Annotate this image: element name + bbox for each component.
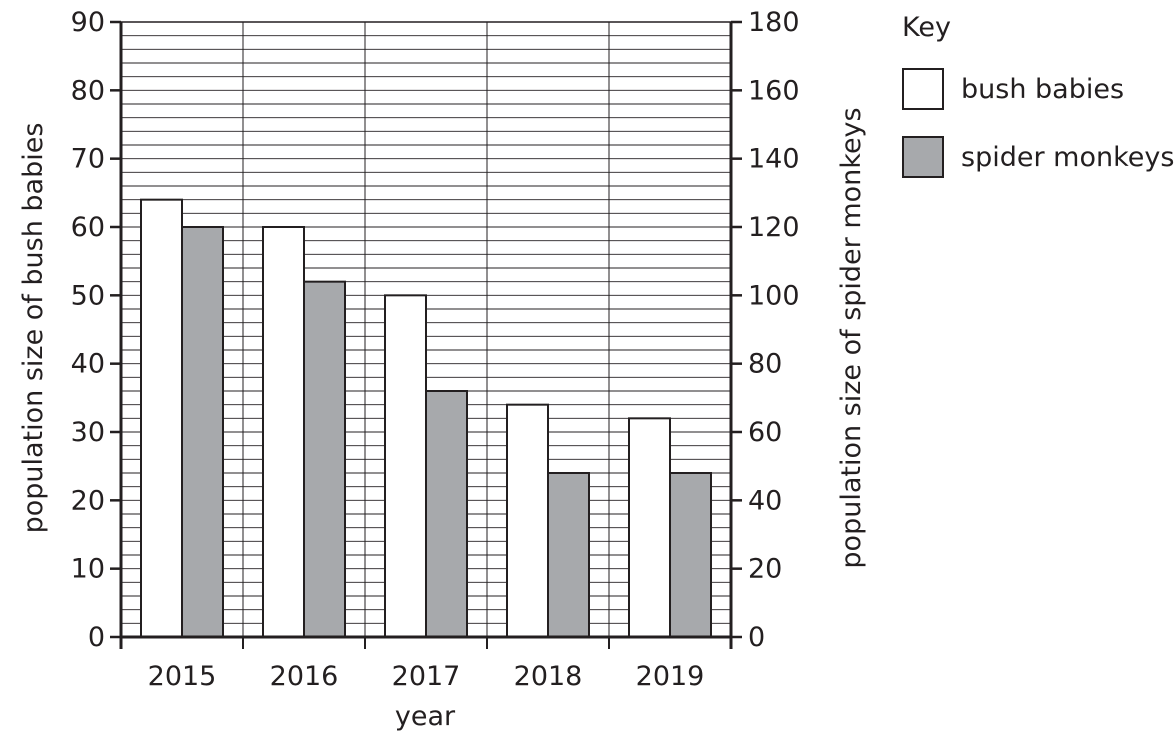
- right-tick-label: 0: [748, 622, 765, 653]
- left-tick-label: 50: [71, 280, 105, 311]
- left-tick-label: 80: [71, 75, 105, 106]
- legend: Key bush babies spider monkeys: [902, 12, 1174, 178]
- x-tick-label: 2018: [514, 661, 583, 692]
- x-axis-ticks: 2015 2016 2017 2018 2019: [148, 637, 705, 692]
- left-tick-label: 30: [71, 417, 105, 448]
- left-tick-label: 40: [71, 349, 105, 380]
- legend-swatch-bush-babies: [902, 68, 944, 110]
- bar-spider-monkeys-2016: [303, 280, 346, 638]
- left-tick-label: 20: [71, 485, 105, 516]
- right-axis-ticks: 0 20 40 60 80 100 120 140 160 180: [731, 7, 800, 653]
- legend-label-bush-babies: bush babies: [961, 74, 1124, 105]
- right-axis-label: population size of spider monkeys: [836, 107, 867, 568]
- bar-spider-monkeys-2019: [669, 472, 712, 638]
- left-axis-ticks: 0 10 20 30 40 50 60 70 80 90: [71, 7, 121, 653]
- bar-spider-monkeys-2017: [425, 390, 468, 638]
- bar-bush-babies-2019: [628, 417, 671, 639]
- bar-bush-babies-2018: [506, 403, 549, 638]
- chart-axes: [119, 21, 733, 649]
- left-tick-label: 70: [71, 144, 105, 175]
- right-tick-label: 20: [748, 554, 782, 585]
- legend-title: Key: [902, 12, 951, 43]
- x-axis-label: year: [395, 701, 456, 732]
- bar-bush-babies-2016: [262, 226, 305, 638]
- bar-bush-babies-2017: [384, 294, 427, 638]
- left-axis-label: population size of bush babies: [18, 123, 49, 534]
- left-tick-label: 10: [71, 554, 105, 585]
- right-tick-label: 120: [748, 212, 800, 243]
- x-tick-label: 2016: [270, 661, 339, 692]
- left-tick-label: 0: [88, 622, 105, 653]
- left-tick-label: 90: [71, 7, 105, 38]
- right-tick-label: 180: [748, 7, 800, 38]
- right-tick-label: 40: [748, 485, 782, 516]
- legend-swatch-spider-monkeys: [902, 136, 944, 178]
- right-tick-label: 160: [748, 75, 800, 106]
- bar-spider-monkeys-2018: [547, 472, 590, 638]
- right-tick-label: 80: [748, 349, 782, 380]
- right-tick-label: 140: [748, 144, 800, 175]
- bar-spider-monkeys-2015: [181, 226, 224, 638]
- bar-bush-babies-2015: [140, 198, 183, 639]
- x-tick-label: 2017: [392, 661, 461, 692]
- left-tick-label: 60: [71, 212, 105, 243]
- right-tick-label: 60: [748, 417, 782, 448]
- x-tick-label: 2019: [636, 661, 705, 692]
- chart-bars: [140, 198, 712, 639]
- right-tick-label: 100: [748, 280, 800, 311]
- legend-label-spider-monkeys: spider monkeys: [961, 142, 1174, 173]
- x-tick-label: 2015: [148, 661, 217, 692]
